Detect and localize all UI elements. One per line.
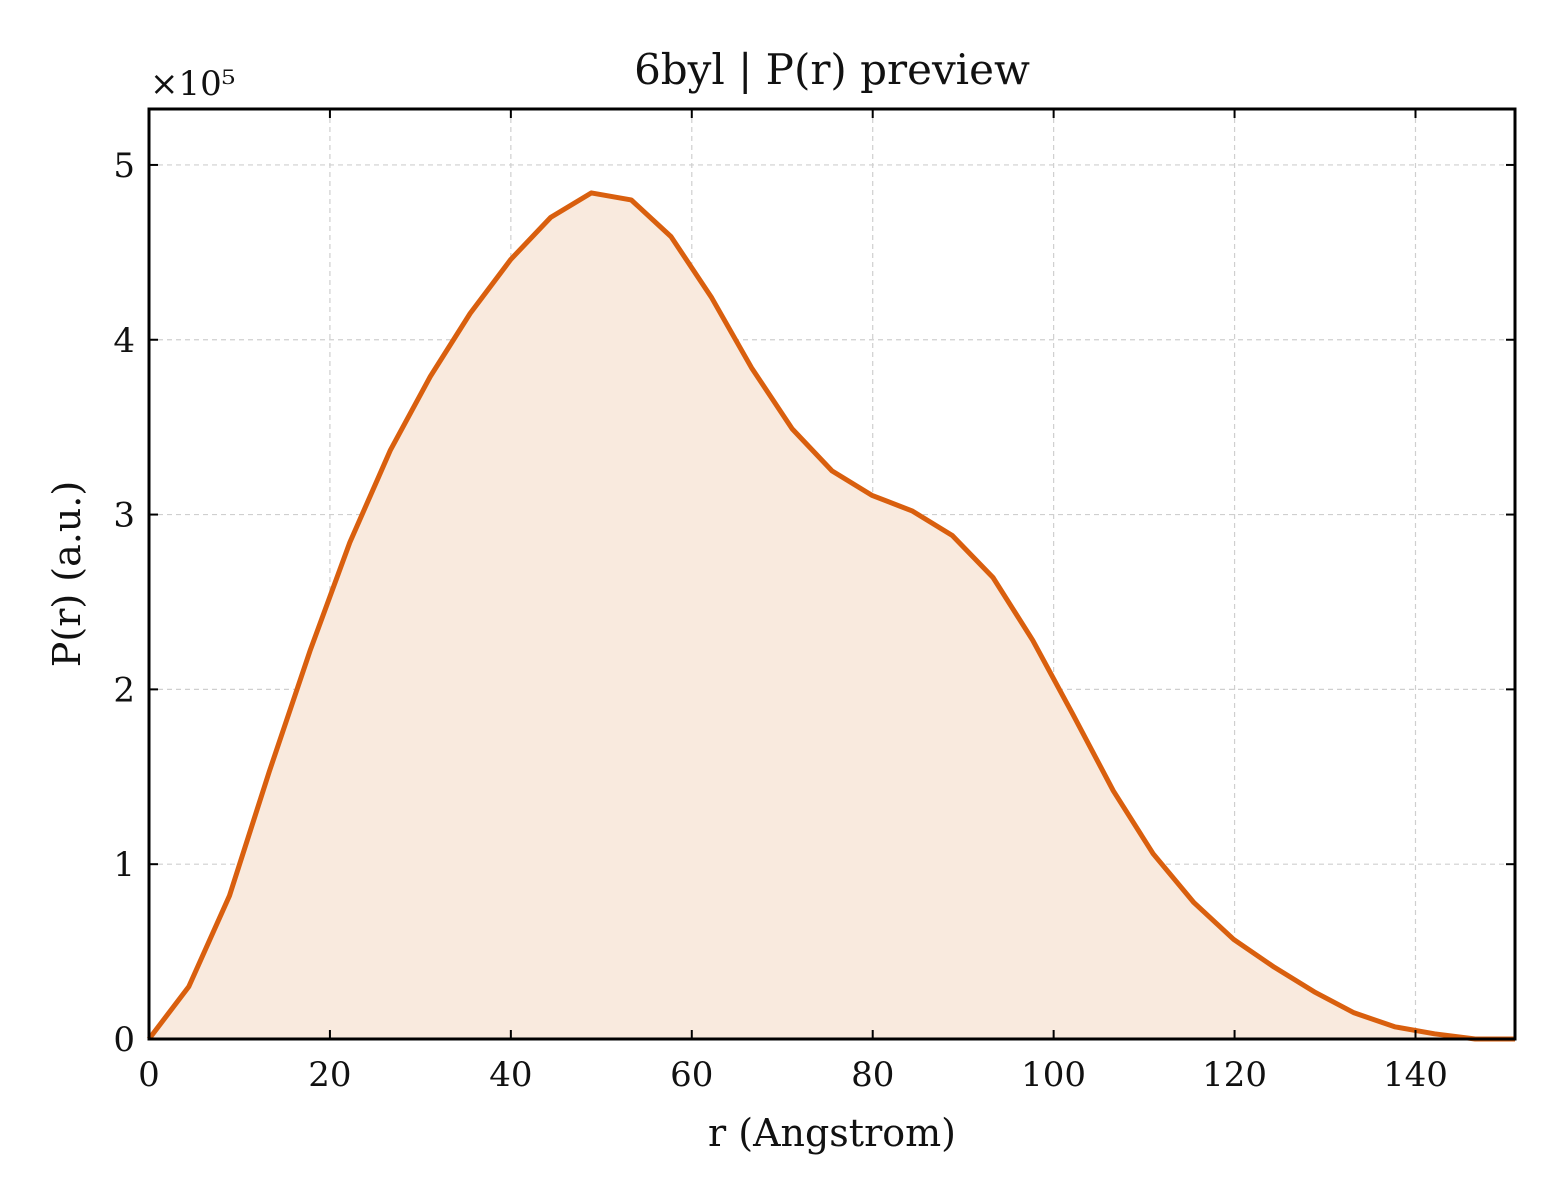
x-axis-label: r (Angstrom) [708,1111,956,1155]
y-tick-label: 3 [113,496,135,536]
y-tick-label: 5 [113,146,135,186]
y-tick-label: 4 [113,321,135,361]
x-tick-label: 20 [308,1055,351,1095]
y-tick-label: 1 [113,845,135,885]
x-tick-label: 40 [489,1055,532,1095]
chart-title: 6byl | P(r) preview [634,45,1030,94]
x-tick-label: 80 [851,1055,894,1095]
area-fill [149,192,1515,1039]
y-axis-multiplier: ×10⁵ [150,64,235,104]
x-tick-label: 100 [1021,1055,1086,1095]
x-tick-label: 120 [1202,1055,1267,1095]
x-tick-label: 140 [1383,1055,1448,1095]
axis-ticks: 0 20 40 60 80 100 120 140 0 1 2 3 4 5 [113,109,1515,1095]
y-tick-label: 0 [113,1020,135,1060]
x-tick-label: 0 [138,1055,160,1095]
y-tick-label: 2 [113,670,135,710]
y-axis-label: P(r) (a.u.) [45,481,89,667]
data-points [148,192,1516,1040]
x-tick-label: 60 [670,1055,713,1095]
plot-frame [147,107,1517,1041]
